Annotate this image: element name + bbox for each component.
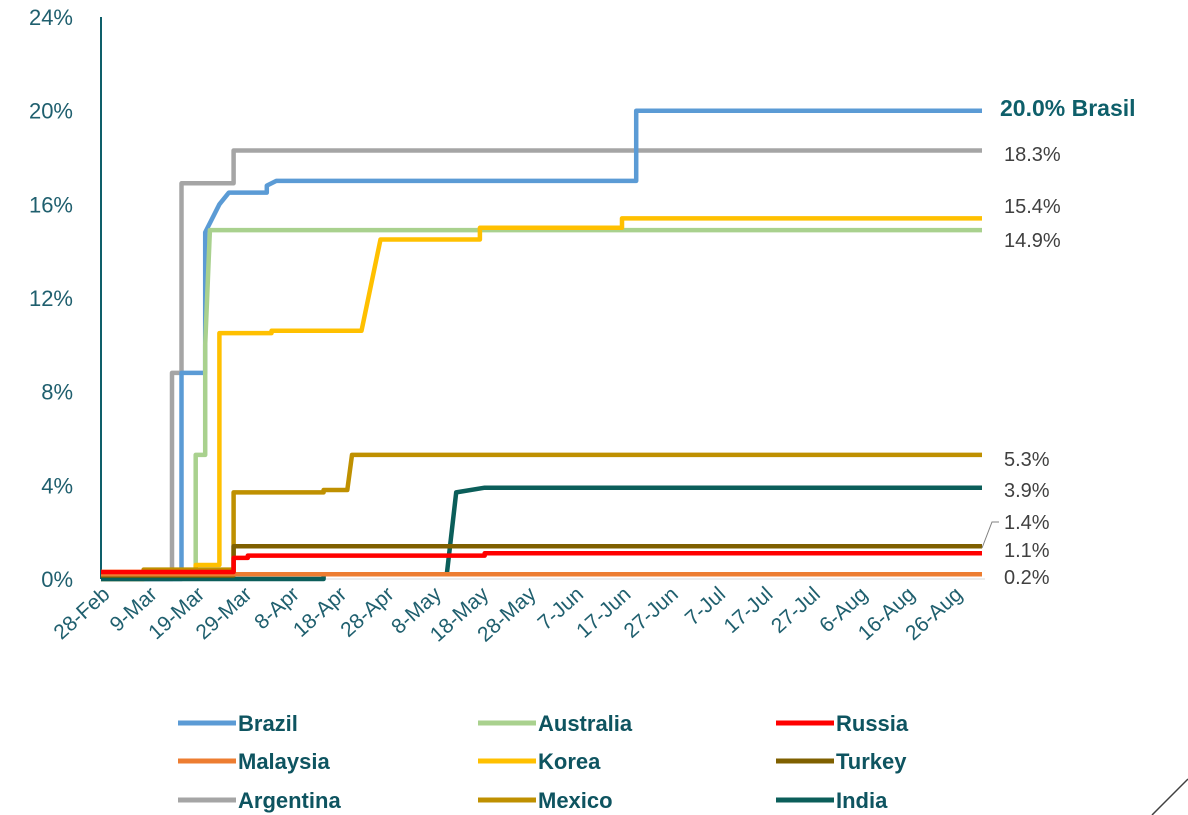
legend-label: Australia: [538, 711, 633, 736]
series-line-russia: [101, 550, 982, 575]
end-label: 18.3%: [1004, 144, 1061, 166]
x-tick-label: 28-Apr: [336, 583, 398, 642]
x-tick-label: 27-Jun: [620, 583, 683, 643]
legend-label: Argentina: [238, 788, 341, 813]
legend-label: India: [836, 788, 888, 813]
end-label: 1.4%: [1004, 512, 1050, 534]
corner-decoration: [1151, 778, 1188, 815]
y-tick-label: 24%: [29, 5, 73, 30]
x-tick-label: 17-Jul: [720, 583, 778, 638]
series-lines: [101, 108, 982, 582]
x-tick-labels: 28-Feb9-Mar19-Mar29-Mar8-Apr18-Apr28-Apr…: [50, 582, 967, 646]
leader-line: [981, 521, 999, 549]
end-label: 15.4%: [1004, 196, 1061, 218]
legend-label: Malaysia: [238, 749, 330, 774]
legend-label: Russia: [836, 711, 909, 736]
series-line-korea: [101, 216, 982, 575]
y-tick-label: 12%: [29, 286, 73, 311]
end-label: 3.9%: [1004, 480, 1050, 502]
end-label: 5.3%: [1004, 449, 1050, 471]
end-label: 0.2%: [1004, 567, 1050, 589]
y-tick-label: 0%: [41, 567, 73, 592]
series-line-argentina: [101, 148, 982, 582]
legend-label: Brazil: [238, 711, 298, 736]
end-value-labels: 20.0% Brasil 18.3% 15.4% 14.9% 5.3% 3.9% 1.4% 1…: [981, 95, 1136, 589]
legend-label: Mexico: [538, 788, 613, 813]
y-tick-labels: 0% 4% 8% 12% 16% 20% 24%: [29, 5, 73, 592]
legend: Brazil Australia Russia Malaysia Korea Turkey…: [178, 711, 909, 813]
y-tick-label: 4%: [41, 473, 73, 498]
end-label: 1.1%: [1004, 540, 1050, 562]
y-tick-label: 8%: [41, 380, 73, 405]
x-tick-label: 18-Apr: [289, 583, 351, 642]
legend-label: Turkey: [836, 749, 907, 774]
end-label: 20.0% Brasil: [1000, 95, 1136, 121]
legend-label: Korea: [538, 749, 601, 774]
end-label: 14.9%: [1004, 230, 1061, 252]
x-tick-label: 27-Jul: [767, 583, 825, 638]
y-tick-label: 20%: [29, 99, 73, 124]
y-tick-label: 16%: [29, 192, 73, 217]
series-line-brazil: [101, 108, 982, 582]
